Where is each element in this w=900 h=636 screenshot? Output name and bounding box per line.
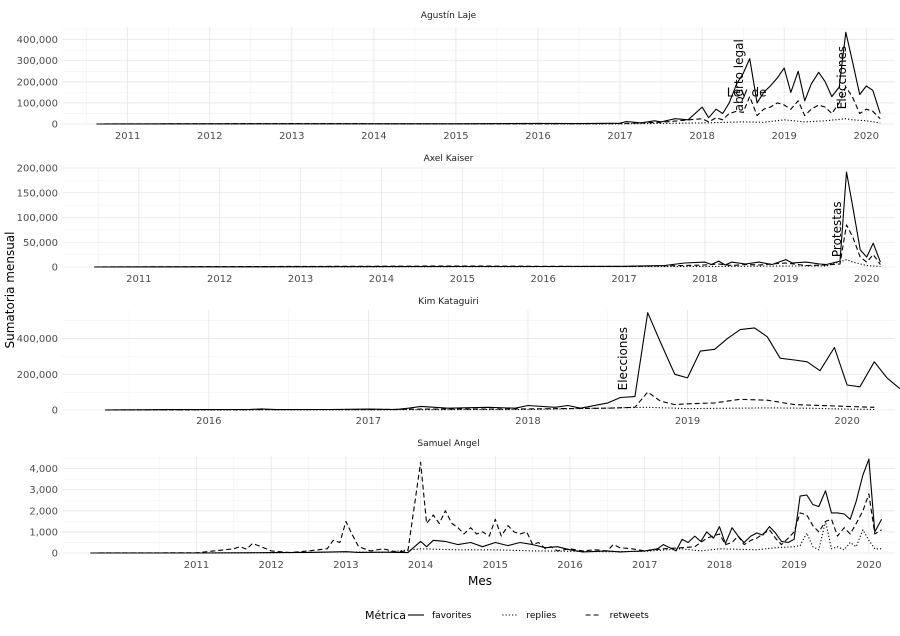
x-tick-label: 2017 [611,274,636,285]
y-axis-title: Sumatoria mensual [3,232,17,349]
x-tick-label: 2011 [115,131,140,142]
series-line-favorites [90,458,883,554]
x-tick-label: 2018 [707,560,732,571]
series-line-retweets [96,86,881,125]
x-tick-label: 2014 [361,131,386,142]
facet-title: Samuel Angel [417,439,479,449]
y-tick-label: 200,000 [17,77,58,88]
y-tick-label: 0 [52,263,58,274]
series-line-retweets [90,461,882,554]
y-tick-label: 300,000 [17,56,58,67]
facet-3: Kim Kataguiri 2016 2017 2018 2019 2020 0 200,00… [17,297,900,427]
x-tick-label: 2016 [557,560,582,571]
legend-title: Métrica [365,609,406,622]
x-tick-label: 2012 [207,274,232,285]
y-tick-label: 1,000 [29,527,58,538]
y-tick-label: 3,000 [29,485,58,496]
facet-title: Agustín Laje [421,11,477,21]
x-tick-label: 2019 [675,416,700,427]
facet-2: Axel Kaiser 2011 2012 2013 2014 2015 2016 2017 2… [17,154,895,285]
y-tick-label: 400,000 [17,35,58,46]
x-tick-label: 2011 [126,274,151,285]
annotation: aborto legal [732,39,746,111]
facet-title: Axel Kaiser [424,154,474,164]
y-tick-label: 100,000 [17,98,58,109]
x-tick-label: 2012 [197,131,222,142]
series-line-replies [94,259,881,268]
legend-label-replies: replies [526,611,556,621]
y-tick-label: 50,000 [23,238,58,249]
series-line-replies [105,406,875,411]
facet-1: Agustín Laje 2011 2012 2013 2014 2015 2016 2017… [17,11,895,142]
series-line-favorites [96,31,881,125]
y-tick-label: 0 [52,549,58,560]
x-tick-label: 2019 [773,274,798,285]
x-tick-label: 2015 [450,274,475,285]
x-tick-label: 2015 [483,560,508,571]
series-line-replies [96,118,881,125]
y-tick-label: 200,000 [17,164,58,175]
facet-title: Kim Kataguiri [418,297,478,307]
y-tick-label: 4,000 [29,464,58,475]
x-tick-label: 2016 [530,274,555,285]
x-tick-label: 2019 [771,131,796,142]
x-tick-label: 2017 [607,131,632,142]
x-tick-label: 2020 [856,560,881,571]
y-tick-label: 400,000 [17,334,58,345]
series-line-favorites [105,312,900,411]
annotation: Protestas [830,201,844,257]
x-tick-label: 2013 [279,131,304,142]
x-tick-label: 2019 [781,560,806,571]
x-tick-label: 2020 [854,274,879,285]
facet-4: Samuel Angel 2011 2012 2013 2014 2015 2016 2017… [29,439,895,571]
series-line-retweets [94,224,881,268]
x-tick-label: 2017 [632,560,657,571]
annotation: Elecciones [616,327,630,390]
x-axis-title: Mes [468,574,492,588]
x-tick-label: 2018 [689,131,714,142]
x-tick-label: 2014 [408,560,433,571]
x-tick-label: 2018 [515,416,540,427]
legend-label-favorites: favorites [432,611,472,621]
x-tick-label: 2011 [184,560,209,571]
x-tick-label: 2013 [288,274,313,285]
facet-panels: Agustín Laje 2011 2012 2013 2014 2015 2016 2017… [17,11,900,571]
annotation: Ley de [727,86,767,100]
x-tick-label: 2017 [356,416,381,427]
y-tick-label: 2,000 [29,506,58,517]
x-tick-label: 2016 [196,416,221,427]
y-tick-label: 150,000 [17,188,58,199]
x-tick-label: 2016 [525,131,550,142]
y-tick-label: 0 [52,120,58,131]
x-tick-label: 2015 [443,131,468,142]
x-tick-label: 2012 [258,560,283,571]
y-tick-label: 200,000 [17,370,58,381]
legend-label-retweets: retweets [610,611,650,621]
y-tick-label: 100,000 [17,213,58,224]
series-line-retweets [105,391,875,411]
x-tick-label: 2020 [834,416,859,427]
series-line-favorites [94,171,881,268]
legend: Métrica favorites replies retweets [365,609,649,622]
annotation: Elecciones [835,46,849,109]
x-tick-label: 2018 [692,274,717,285]
series-line-replies [90,520,882,554]
legend-items: favorites replies retweets [408,611,649,621]
x-tick-label: 2013 [333,560,358,571]
x-tick-label: 2020 [854,131,879,142]
x-tick-label: 2014 [369,274,394,285]
y-tick-label: 0 [52,406,58,417]
